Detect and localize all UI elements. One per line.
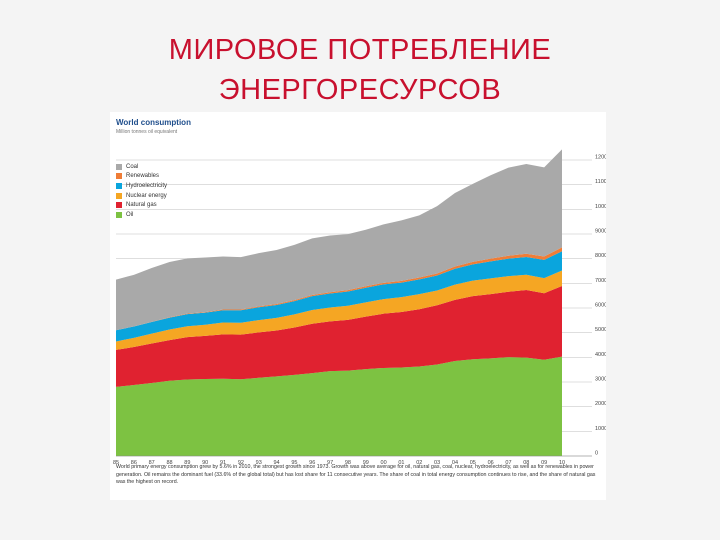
x-tick-label: 03 xyxy=(434,460,440,466)
legend-swatch xyxy=(116,173,122,180)
x-tick-label: 07 xyxy=(505,460,511,466)
x-tick-label: 02 xyxy=(416,460,422,466)
legend-item: Nuclear energy xyxy=(116,191,167,201)
y-tick-label: 0 xyxy=(595,451,598,457)
series-area-hydroelectricity xyxy=(116,251,562,342)
legend-label: Oil xyxy=(126,211,134,218)
stacked-area-chart: 1200011000100009000800070006000500040003… xyxy=(113,149,606,466)
x-tick-label: 87 xyxy=(149,460,155,466)
legend-item: Coal xyxy=(116,162,167,172)
series-area-natural-gas xyxy=(116,286,562,387)
x-tick-label: 94 xyxy=(273,460,279,466)
legend-item: Renewables xyxy=(116,172,167,182)
y-tick-label: 6000 xyxy=(595,303,606,309)
y-tick-label: 1000 xyxy=(595,426,606,432)
legend-swatch xyxy=(116,182,122,189)
legend-swatch xyxy=(116,163,122,170)
legend-label: Natural gas xyxy=(126,202,157,209)
y-tick-label: 2000 xyxy=(595,401,606,407)
legend-item: Natural gas xyxy=(116,200,167,210)
y-tick-label: 12000 xyxy=(595,155,606,161)
chart-caption: World primary energy consumption grew by… xyxy=(116,464,596,486)
series-area-oil xyxy=(116,356,562,456)
legend-swatch xyxy=(116,211,122,218)
y-tick-label: 7000 xyxy=(595,278,606,284)
y-tick-label: 5000 xyxy=(595,327,606,333)
y-tick-label: 9000 xyxy=(595,229,606,235)
y-tick-label: 4000 xyxy=(595,352,606,358)
x-tick-label: 00 xyxy=(381,460,387,466)
x-tick-label: 92 xyxy=(238,460,244,466)
x-tick-label: 05 xyxy=(470,460,476,466)
slide-title-line-1: МИРОВОЕ ПОТРЕБЛЕНИЕ xyxy=(168,34,552,66)
chart-title: World consumption xyxy=(116,118,191,127)
y-tick-label: 3000 xyxy=(595,377,606,383)
x-tick-label: 90 xyxy=(202,460,208,466)
legend-label: Coal xyxy=(126,163,139,170)
legend-item: Oil xyxy=(116,210,167,220)
chart-legend: Coal Renewables Hydroelectricity Nuclear en… xyxy=(116,162,167,220)
x-tick-label: 95 xyxy=(291,460,297,466)
x-tick-label: 06 xyxy=(488,460,494,466)
slide-title-line-2: ЭНЕРГОРЕСУРСОВ xyxy=(218,74,502,106)
x-tick-label: 04 xyxy=(452,460,458,466)
x-tick-label: 10 xyxy=(559,460,565,466)
legend-label: Hydroelectricity xyxy=(126,182,168,189)
x-tick-label: 98 xyxy=(345,460,351,466)
legend-swatch xyxy=(116,202,122,209)
x-tick-label: 08 xyxy=(523,460,529,466)
x-tick-label: 01 xyxy=(398,460,404,466)
slide-title: МИРОВОЕ ПОТРЕБЛЕНИЕ ЭНЕРГОРЕСУРСОВ xyxy=(0,30,720,110)
y-tick-label: 11000 xyxy=(595,179,606,185)
x-tick-label: 86 xyxy=(131,460,137,466)
series-area-coal xyxy=(116,149,562,331)
legend-item: Hydroelectricity xyxy=(116,181,167,191)
y-tick-label: 8000 xyxy=(595,253,606,259)
x-tick-label: 89 xyxy=(184,460,190,466)
legend-label: Nuclear energy xyxy=(126,192,167,199)
legend-swatch xyxy=(116,192,122,199)
x-tick-label: 88 xyxy=(166,460,172,466)
x-tick-label: 09 xyxy=(541,460,547,466)
x-tick-label: 97 xyxy=(327,460,333,466)
x-tick-label: 99 xyxy=(363,460,369,466)
chart-subtitle: Million tonnes oil equivalent xyxy=(116,129,178,135)
x-tick-label: 91 xyxy=(220,460,226,466)
series-area-renewables xyxy=(116,247,562,331)
legend-label: Renewables xyxy=(126,173,160,180)
x-tick-label: 93 xyxy=(256,460,262,466)
chart-figure: 1200011000100009000800070006000500040003… xyxy=(110,112,606,500)
series-area-nuclear-energy xyxy=(116,270,562,350)
x-tick-label: 96 xyxy=(309,460,315,466)
x-tick-label: 85 xyxy=(113,460,119,466)
